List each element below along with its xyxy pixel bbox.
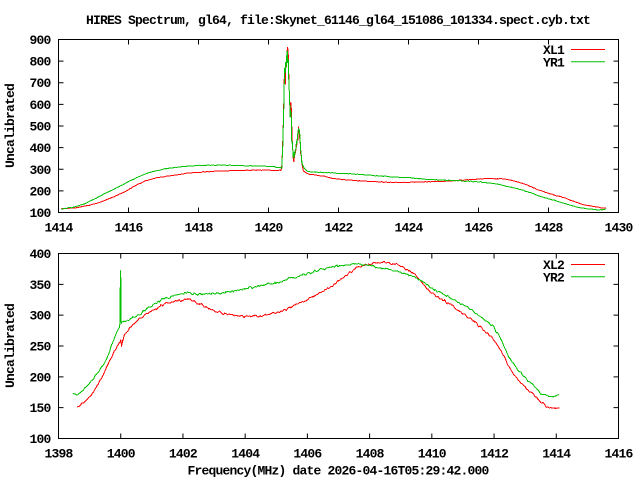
svg-text:800: 800 (29, 55, 51, 70)
svg-text:350: 350 (29, 278, 51, 293)
svg-text:1428: 1428 (534, 221, 563, 236)
svg-text:1408: 1408 (356, 447, 385, 462)
svg-text:Frequency(MHz) date 2026-04-16: Frequency(MHz) date 2026-04-16T05:29:42.… (187, 464, 489, 479)
svg-text:100: 100 (29, 432, 51, 447)
svg-text:300: 300 (29, 309, 51, 324)
svg-text:Uncalibrated: Uncalibrated (3, 84, 18, 168)
svg-text:1412: 1412 (480, 447, 509, 462)
svg-text:1398: 1398 (44, 447, 73, 462)
svg-text:1400: 1400 (107, 447, 136, 462)
svg-text:700: 700 (29, 76, 51, 91)
svg-text:400: 400 (29, 247, 51, 262)
svg-text:500: 500 (29, 120, 51, 135)
svg-text:1424: 1424 (394, 221, 423, 236)
svg-text:1402: 1402 (169, 447, 198, 462)
svg-text:200: 200 (29, 184, 51, 199)
svg-text:1422: 1422 (324, 221, 353, 236)
svg-text:300: 300 (29, 163, 51, 178)
svg-text:600: 600 (29, 98, 51, 113)
svg-text:YR2: YR2 (543, 270, 565, 285)
svg-text:1410: 1410 (418, 447, 447, 462)
svg-text:YR1: YR1 (543, 55, 565, 70)
svg-text:400: 400 (29, 141, 51, 156)
svg-text:1404: 1404 (231, 447, 260, 462)
svg-text:1416: 1416 (114, 221, 143, 236)
svg-text:Uncalibrated: Uncalibrated (3, 304, 18, 388)
svg-text:HIRES Spectrum, gl64, file:Sky: HIRES Spectrum, gl64, file:Skynet_61146_… (86, 13, 590, 28)
svg-text:XL1: XL1 (543, 43, 565, 58)
svg-text:200: 200 (29, 370, 51, 385)
svg-text:1414: 1414 (44, 221, 73, 236)
svg-text:100: 100 (29, 206, 51, 221)
svg-text:1418: 1418 (184, 221, 213, 236)
svg-text:1414: 1414 (542, 447, 571, 462)
svg-text:1430: 1430 (604, 221, 633, 236)
svg-text:1416: 1416 (604, 447, 633, 462)
svg-text:1426: 1426 (464, 221, 493, 236)
svg-text:150: 150 (29, 401, 51, 416)
svg-text:XL2: XL2 (543, 258, 565, 273)
svg-text:1420: 1420 (254, 221, 283, 236)
svg-text:250: 250 (29, 340, 51, 355)
svg-text:1406: 1406 (293, 447, 322, 462)
svg-text:900: 900 (29, 33, 51, 48)
